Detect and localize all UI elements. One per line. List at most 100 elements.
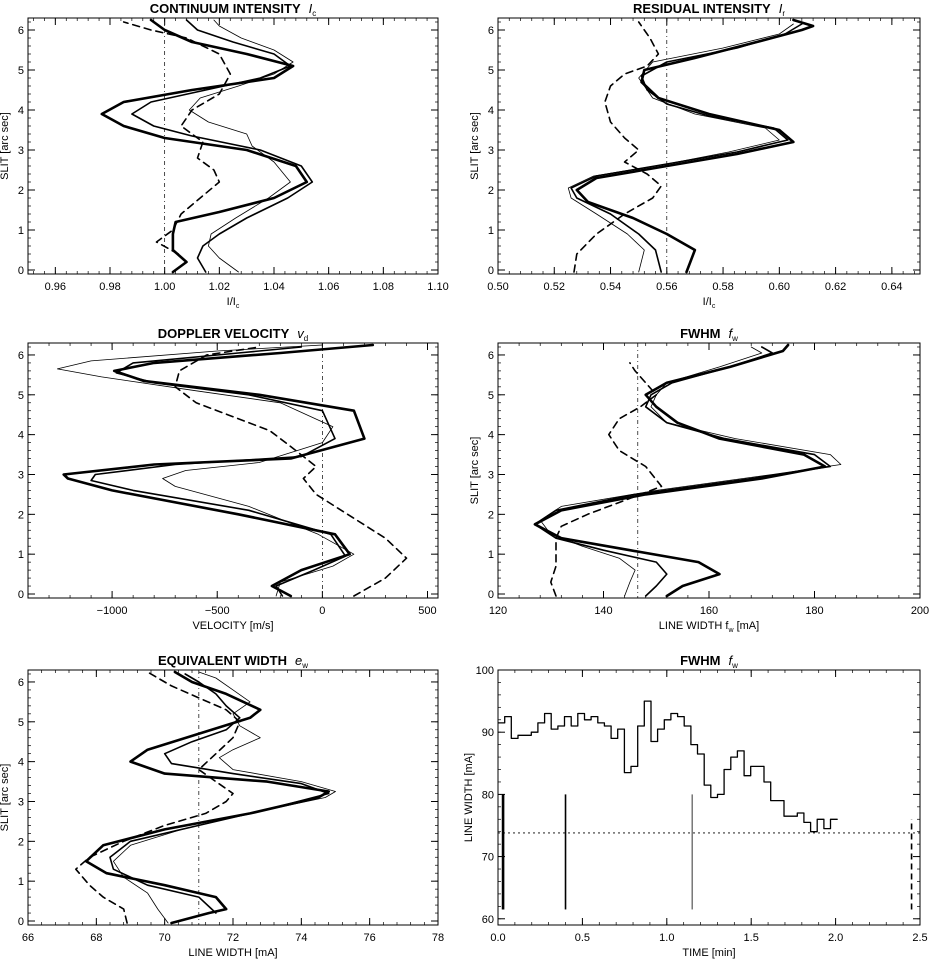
x-tick-label: 1.0 bbox=[659, 932, 674, 944]
x-tick-label: 1.00 bbox=[154, 281, 175, 293]
series-line-thin bbox=[567, 23, 794, 273]
x-tick-label: 0.96 bbox=[45, 281, 66, 293]
series-line-dashed bbox=[573, 21, 662, 273]
y-axis-label: SLIT [arc sec] bbox=[469, 112, 481, 180]
x-axis-label: I/Ic bbox=[227, 296, 240, 310]
data-layer bbox=[100, 18, 314, 274]
chart-title-subscript: c bbox=[312, 9, 316, 18]
y-tick-label: 3 bbox=[18, 145, 24, 157]
x-axis-label: LINE WIDTH fw [mA] bbox=[659, 620, 759, 634]
chart-title-symbol: f bbox=[729, 326, 734, 341]
x-tick-label: 0.58 bbox=[712, 281, 733, 293]
chart-title: EQUIVALENT WIDTH ew bbox=[158, 653, 308, 670]
chart-title: FWHM fw bbox=[680, 326, 738, 343]
x-axis-label-text: LINE WIDTH f bbox=[659, 620, 730, 632]
y-tick-label: 4 bbox=[488, 430, 494, 442]
chart-title-text: FWHM bbox=[680, 326, 720, 341]
panel-equivalent-width: 66 68 70 72 74 76 78 0 1 2 3 4 5 6 EQUIVALENT WIDTH ew L… bbox=[0, 653, 444, 959]
x-axis-label-text: I/I bbox=[227, 296, 236, 308]
y-tick-label: 70 bbox=[482, 852, 494, 864]
y-tick-label: 6 bbox=[18, 350, 24, 362]
y-tick-label: 3 bbox=[18, 796, 24, 808]
data-layer bbox=[567, 18, 815, 274]
chart-title: DOPPLER VELOCITY vd bbox=[158, 326, 308, 343]
y-tick-label: 1 bbox=[18, 549, 24, 561]
x-tick-label: 0.98 bbox=[99, 281, 120, 293]
x-tick-label: 74 bbox=[295, 932, 307, 944]
y-tick-label: 60 bbox=[482, 914, 494, 926]
chart-title: RESIDUAL INTENSITY Ir bbox=[633, 1, 785, 18]
x-axis-label-text: VELOCITY [m/s] bbox=[192, 620, 273, 632]
x-axis-label-subscript: c bbox=[712, 303, 716, 310]
x-axis-label-subscript: c bbox=[236, 303, 240, 310]
chart-title-symbol: I bbox=[309, 1, 313, 16]
x-tick-label: 140 bbox=[594, 605, 612, 617]
x-tick-label: 500 bbox=[418, 605, 436, 617]
x-tick-label: 0.5 bbox=[575, 932, 590, 944]
chart-title-text: DOPPLER VELOCITY bbox=[158, 326, 290, 341]
y-tick-label: 2 bbox=[488, 509, 494, 521]
x-tick-label: 70 bbox=[159, 932, 171, 944]
y-tick-label: 6 bbox=[18, 25, 24, 37]
y-axis-label: SLIT [arc sec] bbox=[0, 764, 11, 832]
y-tick-label: 4 bbox=[18, 105, 24, 117]
series-line-thick bbox=[575, 18, 815, 274]
y-tick-label: 6 bbox=[488, 25, 494, 37]
plot-frame bbox=[497, 342, 921, 599]
x-tick-label: 1.10 bbox=[427, 281, 448, 293]
y-tick-label: 0 bbox=[488, 589, 494, 601]
y-tick-label: 100 bbox=[476, 665, 494, 677]
x-tick-label: 0.62 bbox=[825, 281, 846, 293]
x-tick-label: 0.0 bbox=[490, 932, 505, 944]
chart-title-subscript: w bbox=[301, 661, 308, 670]
y-tick-label: 6 bbox=[488, 350, 494, 362]
data-layer bbox=[498, 700, 920, 910]
data-layer bbox=[57, 343, 408, 598]
chart-title: CONTINUUM INTENSITY Ic bbox=[150, 1, 317, 18]
y-tick-label: 90 bbox=[482, 727, 494, 739]
plot-frame bbox=[27, 669, 439, 926]
y-tick-label: 80 bbox=[482, 789, 494, 801]
chart-title-text: EQUIVALENT WIDTH bbox=[158, 653, 287, 668]
x-axis-label-suffix: [mA] bbox=[734, 620, 760, 632]
y-tick-label: 0 bbox=[18, 265, 24, 277]
panel-residual-intensity: 0.50 0.52 0.54 0.56 0.58 0.60 0.62 0.64 0 1 2 3 4 5 6 R… bbox=[469, 1, 921, 310]
y-tick-label: 0 bbox=[488, 265, 494, 277]
x-axis-label: I/Ic bbox=[703, 296, 716, 310]
plot-frame bbox=[27, 17, 439, 275]
y-tick-label: 5 bbox=[488, 65, 494, 77]
panel-continuum-intensity: 0.96 0.98 1.00 1.02 1.04 1.06 1.08 1.10 0 1 2 3 4 5 6 C… bbox=[0, 1, 449, 310]
panel-fwhm-time: 0.0 0.5 1.0 1.5 2.0 2.5 60 70 80 90 100 FWHM fw TIME … bbox=[463, 653, 928, 959]
data-layer bbox=[533, 343, 842, 598]
x-tick-label: 68 bbox=[90, 932, 102, 944]
x-tick-label: 0 bbox=[319, 605, 325, 617]
x-tick-label: 66 bbox=[22, 932, 34, 944]
y-tick-label: 4 bbox=[18, 430, 24, 442]
x-tick-label: 1.02 bbox=[209, 281, 230, 293]
chart-title-text: FWHM bbox=[680, 653, 720, 668]
chart-title-text: CONTINUUM INTENSITY bbox=[150, 1, 301, 16]
y-tick-label: 2 bbox=[18, 836, 24, 848]
y-tick-label: 4 bbox=[488, 105, 494, 117]
chart-title-text: RESIDUAL INTENSITY bbox=[633, 1, 771, 16]
y-tick-label: 3 bbox=[18, 469, 24, 481]
series-line-thick bbox=[533, 343, 827, 598]
series-line-thin bbox=[57, 344, 355, 597]
chart-title-subscript: d bbox=[304, 334, 308, 343]
x-axis-label: VELOCITY [m/s] bbox=[192, 620, 273, 632]
plot-frame bbox=[27, 342, 439, 599]
x-tick-label: 2.0 bbox=[828, 932, 843, 944]
y-tick-label: 0 bbox=[18, 916, 24, 928]
plot-frame bbox=[497, 17, 921, 275]
x-tick-label: 1.5 bbox=[744, 932, 759, 944]
x-axis-label-subscript: w bbox=[727, 627, 734, 634]
series-line-dashed bbox=[75, 671, 241, 924]
x-tick-label: 0.50 bbox=[487, 281, 508, 293]
x-tick-label: −1000 bbox=[97, 605, 128, 617]
x-tick-label: 200 bbox=[911, 605, 929, 617]
y-tick-label: 1 bbox=[488, 225, 494, 237]
x-tick-label: 0.60 bbox=[769, 281, 790, 293]
x-tick-label: 2.5 bbox=[912, 932, 927, 944]
